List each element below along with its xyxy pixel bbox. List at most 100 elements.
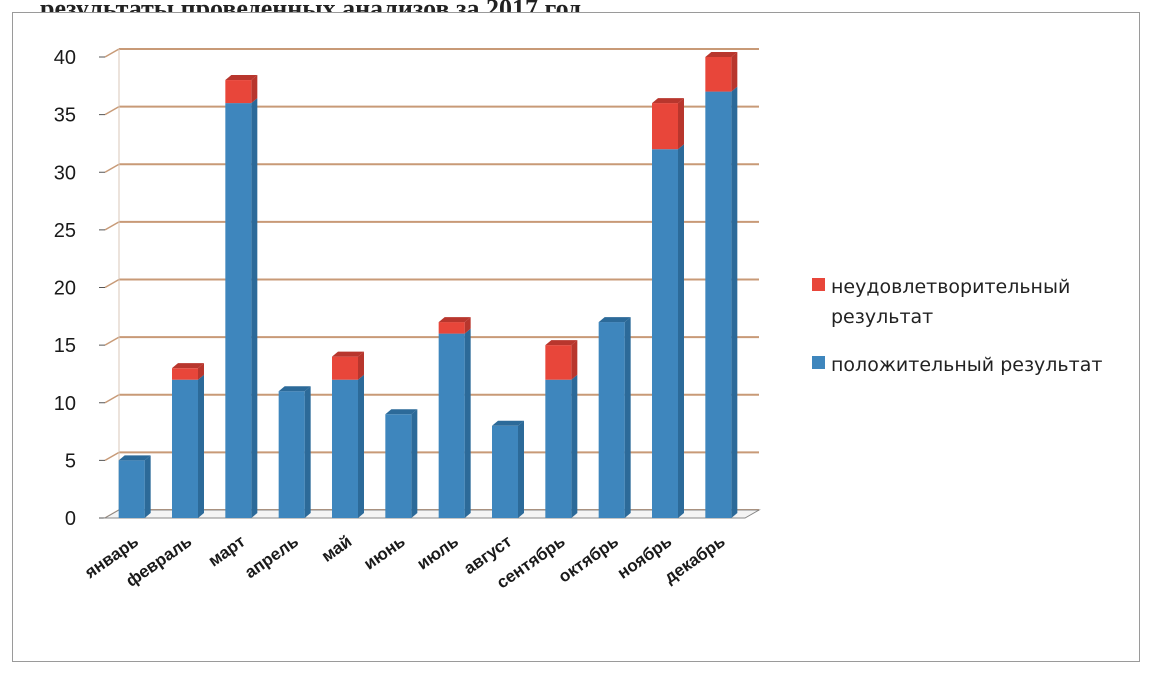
gridline-depth bbox=[104, 105, 120, 116]
bar-positive bbox=[332, 374, 364, 518]
bar-front bbox=[172, 379, 198, 518]
bar-positive bbox=[545, 374, 578, 518]
y-tick-label: 10 bbox=[54, 393, 76, 415]
bar-side bbox=[571, 340, 578, 380]
legend-item-positive: положительный результат bbox=[812, 350, 1141, 380]
bar-positive bbox=[705, 86, 738, 518]
bar-front bbox=[438, 333, 465, 518]
legend-item-negative: неудовлетворительный результат bbox=[812, 272, 1141, 332]
bar-positive bbox=[172, 374, 204, 518]
legend-label-negative: неудовлетворительный результат bbox=[831, 276, 1071, 328]
bar-top bbox=[278, 386, 311, 392]
bar-front bbox=[118, 460, 145, 518]
bar-negative bbox=[545, 340, 578, 380]
y-tick-label: 15 bbox=[54, 335, 76, 357]
bar-top bbox=[438, 317, 471, 323]
bar-front bbox=[225, 103, 252, 518]
bar-top bbox=[492, 420, 524, 426]
bars bbox=[118, 52, 738, 518]
bar-negative bbox=[172, 363, 204, 380]
bar-side bbox=[251, 98, 258, 518]
bar-side bbox=[678, 98, 684, 150]
bar-front bbox=[545, 379, 572, 518]
legend-label-positive: положительный результат bbox=[831, 354, 1103, 376]
gridline-depth bbox=[104, 394, 120, 404]
gridline-depth bbox=[104, 221, 120, 231]
bar-top bbox=[598, 317, 631, 323]
bar-side bbox=[464, 317, 471, 334]
bar-top bbox=[705, 52, 738, 57]
bar-positive bbox=[652, 144, 684, 518]
gridline-depth bbox=[104, 48, 120, 58]
bar-positive bbox=[598, 317, 631, 518]
gridline-depth bbox=[104, 163, 120, 173]
bar-side bbox=[571, 374, 578, 518]
bar-top bbox=[385, 409, 418, 415]
bar-side bbox=[518, 420, 524, 518]
y-tick-label: 40 bbox=[54, 47, 76, 69]
bar-positive bbox=[225, 98, 258, 518]
bar-front bbox=[545, 345, 572, 380]
bar-front bbox=[492, 425, 518, 518]
bar-positive bbox=[385, 409, 418, 518]
x-tick-label: июль bbox=[414, 532, 462, 574]
bar-side bbox=[198, 374, 204, 518]
bar-top bbox=[332, 351, 364, 357]
bar-side bbox=[144, 455, 151, 518]
bar-positive bbox=[118, 455, 151, 518]
x-tick-label: июнь bbox=[360, 532, 408, 574]
bar-side bbox=[251, 75, 258, 104]
bar-side bbox=[678, 144, 684, 518]
legend: неудовлетворительный результат положител… bbox=[812, 272, 1141, 398]
bar-top bbox=[545, 340, 578, 346]
bar-front bbox=[705, 91, 732, 518]
bar-front bbox=[332, 356, 358, 380]
bar-front bbox=[225, 80, 252, 104]
y-tick-label: 25 bbox=[54, 220, 76, 242]
y-tick-label: 30 bbox=[54, 162, 76, 184]
bar-top bbox=[118, 455, 151, 461]
bar-positive bbox=[492, 420, 524, 518]
bar-front bbox=[705, 57, 732, 92]
bar-side bbox=[411, 409, 418, 518]
bar-side bbox=[358, 374, 364, 518]
bar-front bbox=[332, 379, 358, 518]
bar-side bbox=[624, 317, 631, 518]
bar-negative bbox=[652, 98, 684, 150]
bar-front bbox=[652, 149, 678, 518]
bar-top bbox=[225, 75, 258, 81]
y-tick-label: 20 bbox=[54, 278, 76, 300]
bar-side bbox=[304, 386, 311, 518]
gridline-depth bbox=[104, 451, 120, 462]
x-tick-label: апрель bbox=[241, 532, 302, 582]
legend-swatch-positive bbox=[812, 356, 825, 369]
bar-side bbox=[464, 328, 471, 518]
bar-side bbox=[198, 363, 204, 380]
chart-floor bbox=[103, 509, 761, 519]
bar-negative bbox=[225, 75, 258, 104]
bar-negative bbox=[438, 317, 471, 334]
bar-side bbox=[731, 86, 738, 518]
bar-front bbox=[385, 414, 412, 518]
bar-positive bbox=[278, 386, 311, 518]
bar-front bbox=[172, 368, 198, 380]
x-tick-label: май bbox=[318, 532, 355, 566]
bar-top bbox=[652, 98, 684, 104]
bar-front bbox=[652, 103, 678, 150]
bar-top bbox=[172, 363, 204, 369]
gridline-depth bbox=[104, 336, 120, 346]
y-tick-label: 5 bbox=[65, 450, 76, 472]
legend-swatch-negative bbox=[812, 278, 825, 291]
bar-positive bbox=[438, 328, 471, 518]
y-tick-label: 0 bbox=[65, 508, 76, 530]
bar-side bbox=[358, 351, 364, 380]
bar-negative bbox=[332, 351, 364, 380]
bar-negative bbox=[705, 52, 738, 92]
y-axis-ticks: 0 5 10 15 20 25 30 35 40 bbox=[54, 47, 76, 530]
bar-front bbox=[598, 322, 625, 518]
bar-front bbox=[438, 322, 465, 334]
y-tick-label: 35 bbox=[54, 105, 76, 127]
